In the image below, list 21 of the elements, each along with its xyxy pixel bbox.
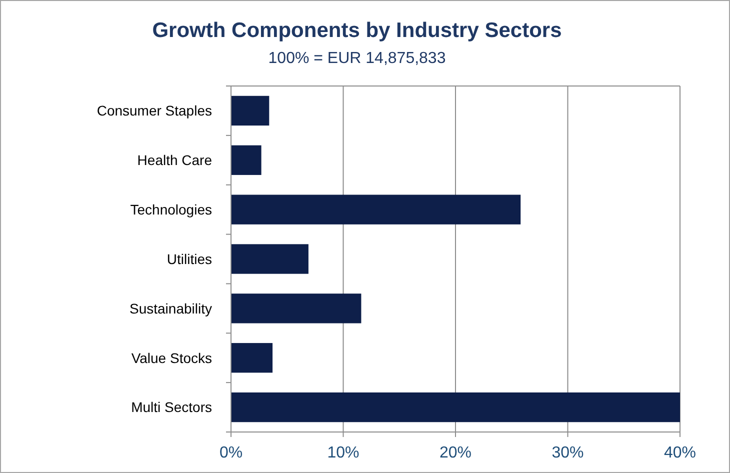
bar: [231, 343, 273, 373]
y-tick-label: Value Stocks: [131, 350, 212, 366]
bar: [231, 96, 270, 126]
x-tick-label: 20%: [439, 444, 472, 462]
chart-subtitle: 100% = EUR 14,875,833: [268, 50, 446, 67]
y-tick-label: Health Care: [137, 152, 212, 168]
y-tick-label: Sustainability: [130, 300, 212, 316]
bar: [231, 145, 262, 175]
x-tick-label: 40%: [664, 444, 696, 462]
x-tick-label: 0%: [219, 444, 243, 462]
y-tick-label: Utilities: [166, 250, 212, 267]
bar: [231, 194, 521, 224]
y-tick-label: Technologies: [130, 201, 212, 218]
bar: [231, 294, 362, 324]
y-tick-label: Consumer Staples: [96, 102, 212, 119]
x-tick-label: 10%: [327, 444, 360, 462]
x-tick-label: 30%: [552, 444, 584, 462]
bar: [231, 244, 308, 274]
chart-title: Growth Components by Industry Sectors: [152, 19, 562, 42]
bar: [231, 392, 680, 422]
y-tick-label: Multi Sectors: [131, 399, 212, 416]
